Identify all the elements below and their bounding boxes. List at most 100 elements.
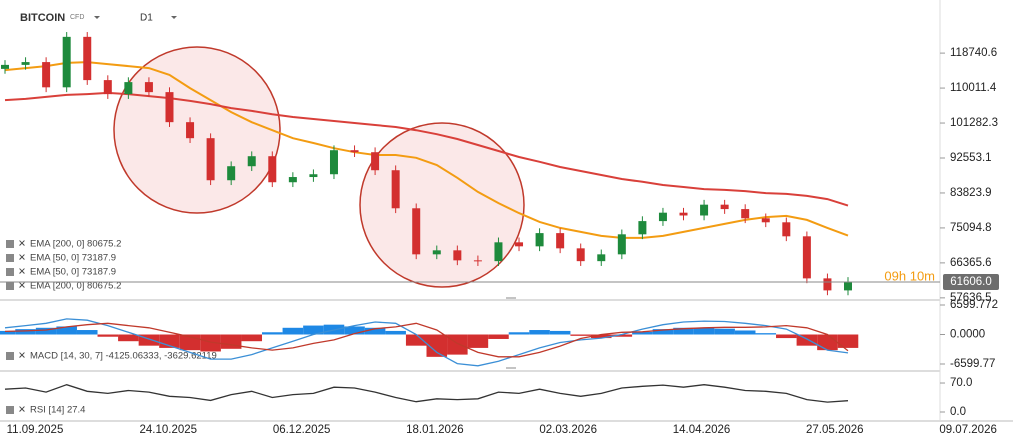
- candle-body: [844, 281, 852, 291]
- candle-body: [741, 209, 750, 219]
- candle-body: [329, 150, 338, 175]
- indicator-line: [4, 384, 849, 403]
- y-tick-label: -6599.77: [950, 358, 995, 370]
- legend-entry[interactable]: RSI [14] 27.4: [30, 405, 85, 416]
- candle-body: [247, 156, 256, 167]
- histogram-bar: [97, 334, 119, 337]
- candle-body: [165, 92, 174, 123]
- candle-body: [782, 222, 791, 237]
- legend-entry[interactable]: EMA [200, 0] 80675.2: [30, 239, 121, 250]
- candle-body: [802, 236, 811, 279]
- histogram-bar: [118, 334, 139, 342]
- y-tick-label: 70.0: [950, 377, 972, 389]
- x-tick-label: 18.01.2026: [406, 424, 464, 436]
- countdown: 09h 10m: [884, 268, 935, 283]
- x-tick-label: 02.03.2026: [539, 424, 597, 436]
- y-tick-label: 83823.9: [950, 187, 992, 199]
- legend-entry[interactable]: EMA [200, 0] 80675.2: [30, 281, 121, 292]
- candle-body: [83, 36, 92, 81]
- legend-entry[interactable]: EMA [50, 0] 73187.9: [30, 267, 116, 278]
- candle-body: [700, 204, 709, 216]
- candle-body: [597, 254, 606, 262]
- histogram-bar: [220, 334, 242, 349]
- legend-remove[interactable]: ✕: [18, 405, 26, 416]
- histogram-bar: [56, 326, 77, 335]
- x-tick-label: 27.05.2026: [806, 424, 864, 436]
- candle-body: [124, 82, 133, 95]
- indicator-line: [4, 91, 849, 207]
- histogram-bar: [385, 330, 406, 335]
- histogram-bar: [549, 330, 571, 335]
- indicator-line: [4, 61, 849, 239]
- histogram-bar: [303, 325, 324, 335]
- histogram-bar: [734, 330, 756, 335]
- candle-body: [638, 221, 647, 235]
- histogram-bar: [611, 334, 633, 337]
- x-tick-label: 09.07.2026: [939, 424, 997, 436]
- histogram-bar: [405, 334, 427, 346]
- y-tick-label: 0.0000: [950, 329, 985, 341]
- histogram-bar: [241, 334, 263, 342]
- legend-remove[interactable]: ✕: [18, 253, 26, 264]
- histogram-bar: [426, 334, 448, 357]
- histogram-bar: [0, 330, 16, 335]
- symbol[interactable]: BITCOIN: [20, 12, 65, 24]
- instrument-tag: CFD: [70, 14, 84, 21]
- histogram-bar: [508, 332, 530, 335]
- candle-body: [21, 62, 30, 65]
- histogram-bar: [755, 333, 777, 335]
- legend-remove[interactable]: ✕: [18, 239, 26, 250]
- candle-body: [432, 250, 441, 255]
- histogram-bar: [15, 329, 36, 335]
- candle-body: [186, 122, 195, 139]
- histogram-bar: [35, 327, 57, 335]
- histogram-bar: [673, 327, 694, 335]
- x-tick-label: 11.09.2025: [7, 424, 64, 436]
- histogram-bar: [776, 334, 797, 339]
- candle-body: [371, 152, 380, 171]
- legend-remove[interactable]: ✕: [18, 267, 26, 278]
- candle-body: [1, 64, 9, 69]
- candle-body: [62, 36, 71, 88]
- candle-body: [391, 170, 400, 209]
- histogram-bar: [529, 330, 550, 335]
- candle-body: [473, 260, 482, 262]
- dropdown-caret[interactable]: [171, 16, 177, 19]
- legend-remove[interactable]: ✕: [18, 281, 26, 292]
- x-tick-label: 06.12.2025: [273, 424, 331, 436]
- histogram-bar: [590, 334, 612, 339]
- histogram-bar: [447, 334, 468, 355]
- candle-body: [761, 218, 770, 223]
- x-tick-label: 24.10.2025: [140, 424, 198, 436]
- candle-body: [412, 208, 421, 255]
- candle-body: [658, 212, 667, 222]
- candle-body: [679, 212, 688, 216]
- histogram-bar: [632, 331, 653, 335]
- y-tick-label: 101282.3: [950, 117, 998, 129]
- legend-remove[interactable]: ✕: [18, 351, 26, 362]
- candle-body: [309, 174, 318, 178]
- legend-entry[interactable]: EMA [50, 0] 73187.9: [30, 253, 116, 264]
- histogram-bar: [652, 329, 674, 335]
- y-tick-label: 92553.1: [950, 152, 992, 164]
- histogram-bar: [693, 327, 715, 335]
- histogram-bar: [76, 330, 98, 335]
- histogram-bar: [837, 334, 859, 348]
- candle-body: [206, 138, 215, 181]
- histogram-bar: [262, 332, 283, 335]
- legend-entry[interactable]: MACD [14, 30, 7] -4125.06333, -3629.6211…: [30, 351, 217, 362]
- y-tick-label: 66365.6: [950, 257, 992, 269]
- dropdown-caret[interactable]: [94, 16, 100, 19]
- candle-body: [494, 242, 503, 262]
- legend-icons: [6, 240, 14, 414]
- histogram-bar: [200, 334, 221, 352]
- last-price-label: 61606.0: [950, 276, 992, 288]
- candle-body: [227, 166, 236, 181]
- highlight-circle: [359, 122, 525, 288]
- histogram-bar: [344, 326, 365, 335]
- timeframe[interactable]: D1: [140, 13, 153, 24]
- y-tick-label: 118740.6: [950, 47, 997, 59]
- highlight-circle: [113, 46, 281, 214]
- candle-body: [617, 234, 626, 255]
